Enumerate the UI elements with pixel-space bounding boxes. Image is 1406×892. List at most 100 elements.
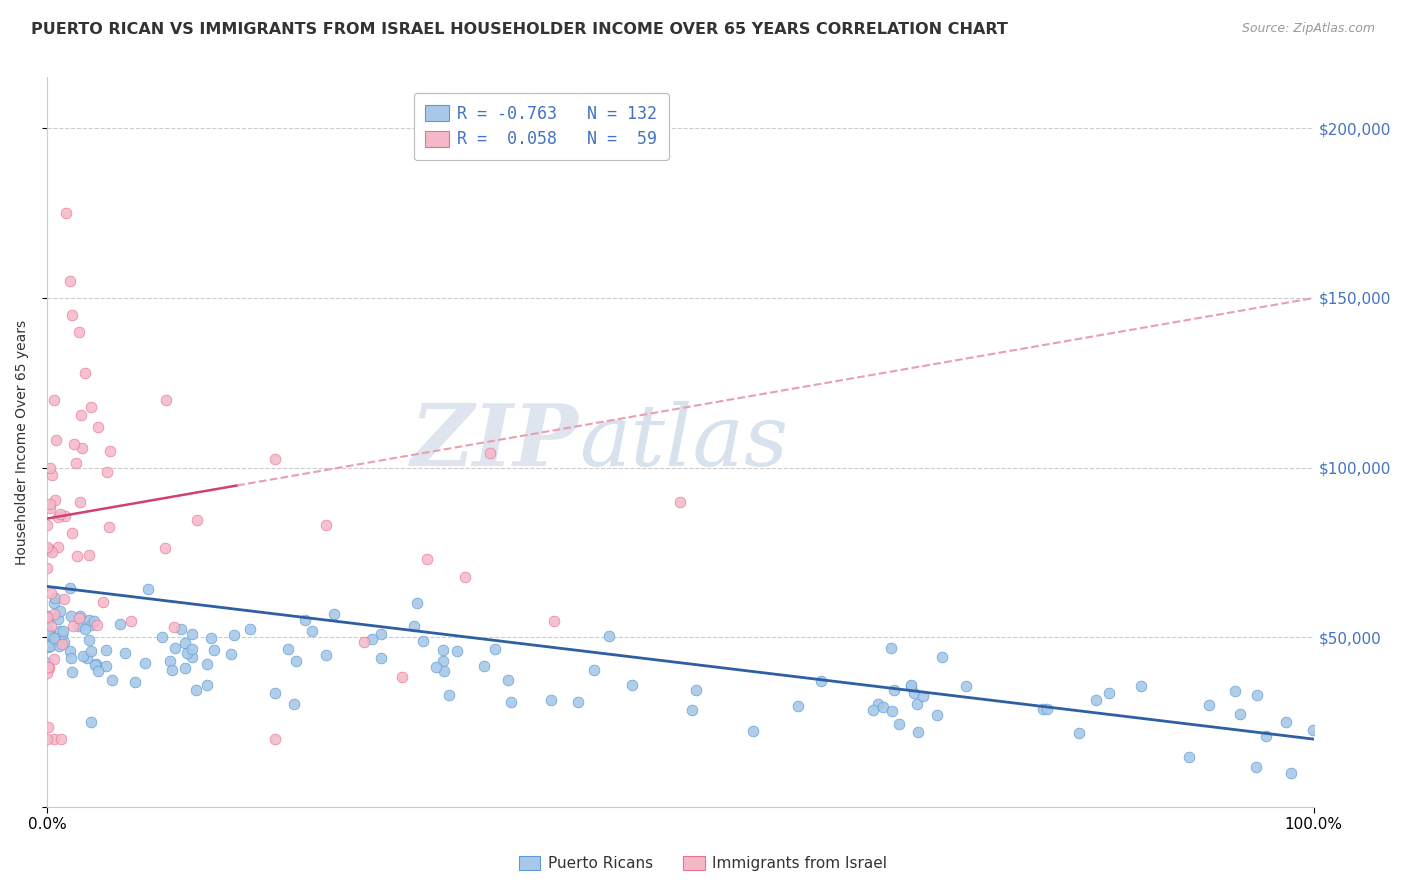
Point: [181, 627, 204, 641]
Point: [432, 642, 454, 657]
Point: [48, 540, 70, 554]
Point: [45, 433, 67, 447]
Point: [72, 649, 94, 664]
Point: [48, 639, 70, 653]
Point: [264, 452, 287, 467]
Point: [1254, 729, 1277, 743]
Point: [437, 688, 460, 702]
Point: [1302, 723, 1324, 737]
Point: [433, 664, 456, 678]
Point: [454, 570, 477, 584]
Point: [883, 682, 905, 697]
Point: [496, 673, 519, 688]
Point: [1225, 684, 1247, 698]
Point: [42, 631, 65, 645]
Point: [41, 467, 63, 482]
Point: [48, 507, 70, 521]
Point: [1084, 693, 1107, 707]
Point: [66, 549, 89, 563]
Point: [197, 678, 219, 692]
Point: [60, 651, 83, 665]
Point: [39, 619, 62, 633]
Point: [903, 686, 925, 700]
Point: [37, 732, 59, 747]
Point: [169, 622, 191, 636]
Point: [911, 690, 934, 704]
Point: [1229, 707, 1251, 722]
Point: [44, 732, 66, 747]
Point: [186, 513, 208, 527]
Point: [567, 695, 589, 709]
Point: [1246, 688, 1268, 702]
Point: [264, 732, 287, 747]
Point: [94, 659, 117, 673]
Point: [38, 541, 60, 556]
Point: [51, 627, 73, 641]
Point: [681, 702, 703, 716]
Point: [866, 697, 889, 711]
Point: [165, 641, 187, 656]
Point: [41, 545, 63, 559]
Point: [77, 632, 100, 647]
Point: [887, 717, 910, 731]
Point: [70, 408, 93, 422]
Point: [83, 614, 105, 628]
Point: [37, 541, 59, 555]
Point: [94, 642, 117, 657]
Point: [77, 613, 100, 627]
Point: [472, 659, 495, 673]
Point: [907, 724, 929, 739]
Point: [87, 420, 110, 434]
Point: [621, 678, 644, 692]
Point: [402, 619, 425, 633]
Text: atlas: atlas: [579, 401, 789, 483]
Point: [39, 461, 62, 475]
Point: [432, 654, 454, 668]
Point: [155, 392, 177, 407]
Point: [96, 465, 118, 479]
Point: [100, 673, 122, 687]
Point: [37, 609, 59, 624]
Point: [277, 641, 299, 656]
Point: [742, 724, 765, 739]
Point: [370, 651, 392, 665]
Point: [62, 618, 84, 632]
Point: [108, 616, 131, 631]
Point: [38, 497, 60, 511]
Point: [67, 619, 90, 633]
Point: [100, 443, 122, 458]
Point: [219, 647, 242, 661]
Point: [37, 623, 59, 637]
Point: [195, 657, 218, 671]
Point: [862, 703, 884, 717]
Point: [69, 608, 91, 623]
Point: [1036, 701, 1059, 715]
Point: [37, 720, 59, 734]
Point: [52, 635, 75, 649]
Point: [406, 596, 429, 610]
Point: [84, 658, 107, 673]
Point: [499, 695, 522, 709]
Point: [42, 607, 65, 622]
Point: [97, 520, 120, 534]
Point: [65, 457, 87, 471]
Point: [67, 325, 90, 339]
Point: [60, 608, 83, 623]
Point: [181, 650, 204, 665]
Point: [52, 624, 75, 638]
Point: [124, 674, 146, 689]
Point: [35, 628, 58, 642]
Point: [77, 548, 100, 562]
Point: [479, 446, 502, 460]
Point: [48, 604, 70, 618]
Point: [62, 665, 84, 680]
Point: [55, 206, 77, 220]
Y-axis label: Householder Income Over 65 years: Householder Income Over 65 years: [15, 319, 30, 565]
Point: [59, 274, 82, 288]
Point: [70, 441, 93, 455]
Point: [37, 561, 59, 575]
Point: [900, 679, 922, 693]
Point: [73, 622, 96, 636]
Point: [412, 634, 434, 648]
Point: [810, 673, 832, 688]
